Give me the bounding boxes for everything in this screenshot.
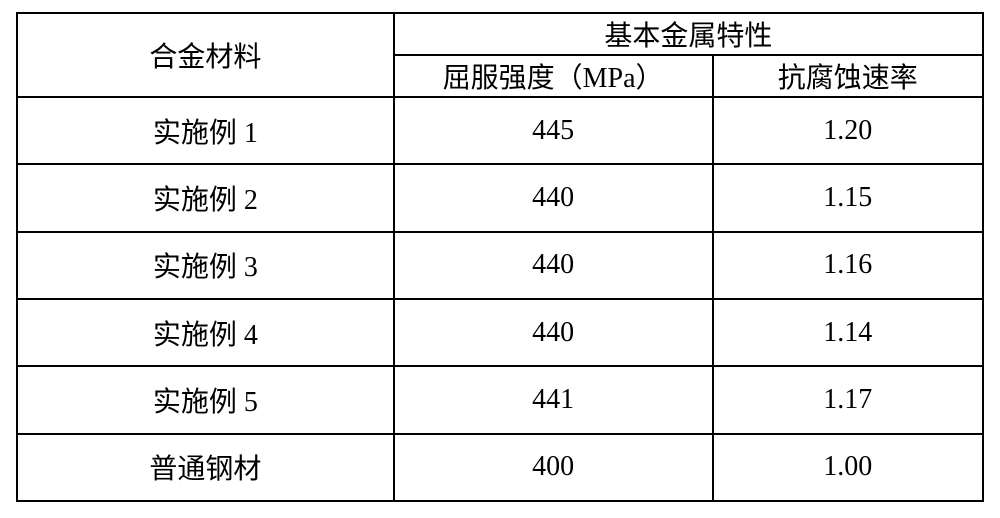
cell-material: 实施例 1 — [17, 97, 394, 164]
table-container: 合金材料 基本金属特性 屈服强度（MPa） 抗腐蚀速率 实施例 1 445 1.… — [0, 0, 1000, 518]
cell-corrosion: 1.14 — [713, 299, 984, 366]
cell-corrosion: 1.16 — [713, 232, 984, 299]
table-header-row-1: 合金材料 基本金属特性 — [17, 13, 983, 55]
cell-corrosion: 1.00 — [713, 434, 984, 501]
table-row: 普通钢材 400 1.00 — [17, 434, 983, 501]
cell-corrosion: 1.17 — [713, 366, 984, 433]
cell-yield: 440 — [394, 299, 713, 366]
cell-yield: 400 — [394, 434, 713, 501]
cell-yield: 440 — [394, 232, 713, 299]
cell-material: 实施例 2 — [17, 164, 394, 231]
cell-material: 实施例 5 — [17, 366, 394, 433]
cell-yield: 441 — [394, 366, 713, 433]
cell-material: 实施例 3 — [17, 232, 394, 299]
cell-yield: 445 — [394, 97, 713, 164]
header-material: 合金材料 — [17, 13, 394, 97]
table-row: 实施例 1 445 1.20 — [17, 97, 983, 164]
header-yield: 屈服强度（MPa） — [394, 55, 713, 97]
header-group: 基本金属特性 — [394, 13, 983, 55]
cell-corrosion: 1.15 — [713, 164, 984, 231]
header-corrosion: 抗腐蚀速率 — [713, 55, 984, 97]
alloy-properties-table: 合金材料 基本金属特性 屈服强度（MPa） 抗腐蚀速率 实施例 1 445 1.… — [16, 12, 984, 502]
table-row: 实施例 5 441 1.17 — [17, 366, 983, 433]
cell-yield: 440 — [394, 164, 713, 231]
cell-material: 实施例 4 — [17, 299, 394, 366]
table-row: 实施例 2 440 1.15 — [17, 164, 983, 231]
cell-material: 普通钢材 — [17, 434, 394, 501]
table-row: 实施例 3 440 1.16 — [17, 232, 983, 299]
table-row: 实施例 4 440 1.14 — [17, 299, 983, 366]
cell-corrosion: 1.20 — [713, 97, 984, 164]
